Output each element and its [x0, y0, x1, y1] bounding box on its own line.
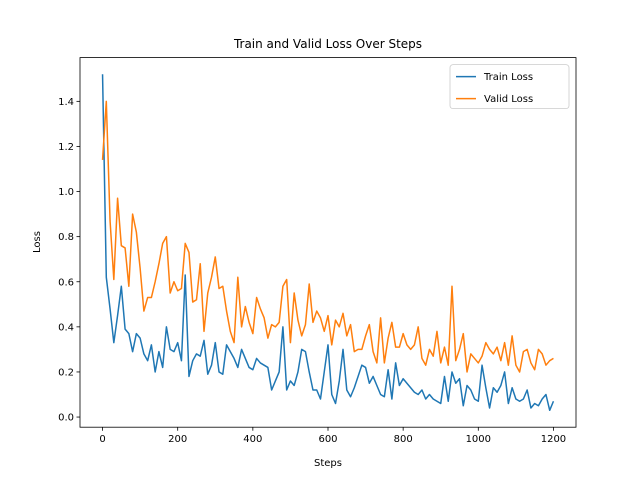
x-tick-label: 1200 [541, 434, 566, 445]
y-tick-label: 0.8 [58, 232, 74, 243]
x-tick-label: 0 [99, 434, 105, 445]
chart-title: Train and Valid Loss Over Steps [233, 37, 422, 51]
x-tick-label: 1000 [466, 434, 491, 445]
x-tick-label: 800 [394, 434, 413, 445]
y-tick-label: 1.0 [58, 187, 74, 198]
y-tick-label: 0.6 [58, 277, 74, 288]
x-tick-label: 200 [168, 434, 187, 445]
series-line [101, 74, 555, 412]
plot-frame [79, 57, 577, 428]
y-axis-label: Loss [32, 231, 43, 253]
y-tick-label: 1.2 [58, 142, 74, 153]
x-tick-label: 600 [318, 434, 337, 445]
y-tick-label: 0.0 [58, 413, 74, 424]
y-tick-label: 0.2 [58, 367, 74, 378]
legend-box [449, 64, 570, 109]
y-tick-label: 0.4 [58, 322, 74, 333]
x-tick-label: 400 [243, 434, 262, 445]
legend-label: Valid Loss [484, 94, 533, 105]
series-line [101, 100, 554, 373]
y-tick-label: 1.4 [58, 97, 74, 108]
legend-label: Train Loss [483, 72, 533, 83]
x-axis-label: Steps [314, 458, 342, 469]
